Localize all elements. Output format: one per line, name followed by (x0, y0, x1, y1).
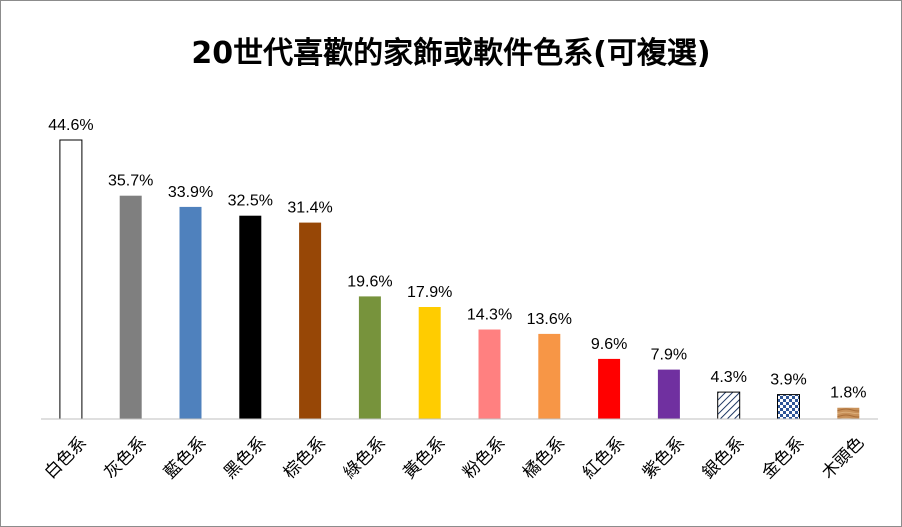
data-label-5: 31.4% (287, 200, 332, 217)
category-label-11: 紫色系 (639, 433, 689, 483)
category-label-4: 黑色系 (220, 433, 270, 483)
category-label-3: 藍色系 (160, 433, 210, 483)
data-label-13: 3.9% (770, 372, 806, 389)
category-label-6: 綠色系 (340, 433, 390, 483)
category-label-10: 紅色系 (579, 433, 629, 483)
chart-title: 20世代喜歡的家飾或軟件色系(可複選) (191, 36, 711, 71)
data-label-14: 1.8% (830, 385, 866, 402)
data-label-9: 13.6% (527, 311, 572, 328)
category-label-1: 白色系 (41, 433, 91, 483)
bar-14 (837, 407, 860, 419)
category-label-14: 木頭色 (818, 433, 868, 483)
category-label-7: 黃色系 (400, 433, 450, 483)
bar-13 (777, 394, 800, 420)
bar-5 (299, 222, 322, 419)
data-label-7: 17.9% (407, 284, 452, 301)
bar-7 (418, 307, 441, 419)
data-label-11: 7.9% (651, 347, 687, 364)
bar-2 (119, 195, 142, 419)
data-label-3: 33.9% (168, 184, 213, 201)
bar-8 (478, 329, 501, 419)
bar-1 (59, 139, 83, 420)
category-label-9: 橘色系 (519, 433, 569, 483)
data-label-10: 9.6% (591, 336, 627, 353)
data-label-6: 19.6% (347, 273, 392, 290)
bar-6 (358, 296, 381, 419)
data-label-12: 4.3% (710, 369, 746, 386)
data-label-8: 14.3% (467, 307, 512, 324)
category-label-5: 棕色系 (280, 433, 330, 483)
data-label-2: 35.7% (108, 173, 153, 190)
bar-11 (657, 369, 680, 419)
bar-10 (598, 358, 621, 419)
data-label-1: 44.6% (48, 117, 93, 134)
bar-4 (239, 215, 262, 419)
category-label-8: 粉色系 (459, 433, 509, 483)
category-label-12: 銀色系 (699, 433, 749, 483)
bar-9 (538, 333, 561, 419)
category-label-13: 金色系 (758, 433, 808, 483)
category-label-2: 灰色系 (101, 433, 151, 483)
data-label-4: 32.5% (228, 193, 273, 210)
bar-12 (717, 391, 741, 420)
bar-3 (179, 206, 202, 419)
